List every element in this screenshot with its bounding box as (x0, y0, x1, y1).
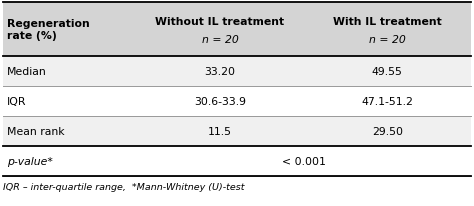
Text: 29.50: 29.50 (372, 126, 403, 136)
Text: n = 20: n = 20 (201, 35, 238, 45)
Text: Median: Median (7, 67, 47, 77)
Text: With IL treatment: With IL treatment (333, 17, 442, 27)
Text: n = 20: n = 20 (369, 35, 406, 45)
Bar (3, 146, 471, 176)
Text: < 0.001: < 0.001 (282, 156, 326, 166)
Text: 49.55: 49.55 (372, 67, 403, 77)
Text: 30.6-33.9: 30.6-33.9 (194, 97, 246, 107)
Bar (3, 116, 471, 146)
Text: 11.5: 11.5 (208, 126, 232, 136)
Text: IQR – inter-quartile range,  *Mann-Whitney (U)-test: IQR – inter-quartile range, *Mann-Whitne… (3, 182, 245, 191)
Text: 33.20: 33.20 (204, 67, 236, 77)
Text: Regeneration
rate (%): Regeneration rate (%) (7, 19, 90, 41)
Text: 47.1-51.2: 47.1-51.2 (361, 97, 413, 107)
Bar (3, 57, 471, 87)
Bar (3, 3, 471, 57)
Text: Without IL treatment: Without IL treatment (155, 17, 284, 27)
Text: IQR: IQR (7, 97, 27, 107)
Text: p-value*: p-value* (7, 156, 53, 166)
Text: Mean rank: Mean rank (7, 126, 64, 136)
Bar (3, 87, 471, 116)
